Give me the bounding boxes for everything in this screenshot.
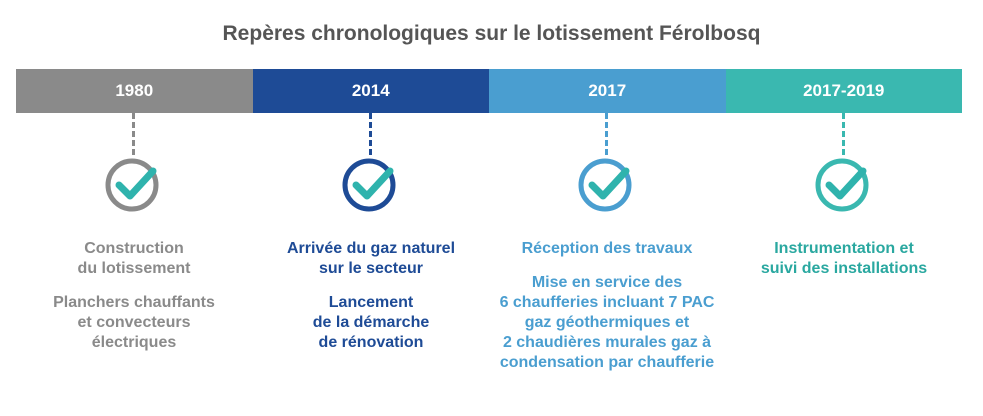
milestone-text: Construction du lotissement Planchers ch… — [16, 239, 252, 367]
year-label: 2017 — [588, 81, 627, 100]
year-label: 1980 — [115, 81, 154, 100]
milestone-heading: Arrivée du gaz naturel sur le secteur — [286, 240, 456, 277]
year-label: 2017-2019 — [803, 81, 885, 100]
dashed-connector — [605, 113, 608, 155]
milestone-heading: Construction du lotissement — [77, 240, 191, 277]
check-circle-icon — [342, 158, 396, 212]
milestone-text: Réception des travaux Mise en service de… — [489, 239, 725, 387]
milestone-text: Arrivée du gaz naturel sur le secteur La… — [253, 239, 489, 367]
dashed-connector — [369, 113, 372, 155]
year-label: 2014 — [351, 81, 390, 100]
timeline-band: 1980 2014 2017 2017-2019 — [16, 69, 962, 113]
milestone-detail: Mise en service des 6 chaufferies inclua… — [499, 274, 715, 371]
year-segment-1980: 1980 — [16, 69, 253, 113]
milestone-heading: Réception des travaux — [521, 240, 693, 257]
year-segment-2014: 2014 — [252, 69, 489, 113]
milestone-heading: Instrumentation et suivi des installatio… — [760, 240, 928, 277]
year-segment-2017: 2017 — [489, 69, 726, 113]
milestone-detail: Planchers chauffants et convecteurs élec… — [53, 294, 215, 351]
dashed-connector — [842, 113, 845, 155]
milestone-text: Instrumentation et suivi des installatio… — [726, 239, 962, 293]
check-circle-icon — [578, 158, 632, 212]
check-circle-icon — [815, 158, 869, 212]
milestone-detail: Lancement de la démarche de rénovation — [312, 294, 430, 351]
diagram-title: Repères chronologiques sur le lotissemen… — [222, 22, 761, 45]
year-segment-2017-2019: 2017-2019 — [725, 69, 962, 113]
check-circle-icon — [105, 158, 159, 212]
dashed-connector — [132, 113, 135, 155]
